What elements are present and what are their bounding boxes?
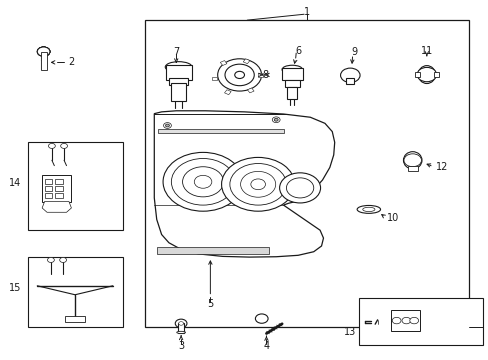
Bar — [168, 78, 188, 85]
Text: 14: 14 — [9, 178, 21, 188]
Text: 11: 11 — [420, 46, 432, 56]
Text: 15: 15 — [9, 283, 21, 293]
Bar — [257, 73, 262, 77]
Text: 12: 12 — [435, 162, 447, 172]
Text: 10: 10 — [386, 213, 398, 223]
Circle shape — [250, 179, 265, 190]
Bar — [414, 72, 419, 77]
Bar — [55, 186, 63, 191]
Bar — [42, 175, 71, 202]
Circle shape — [416, 67, 436, 82]
Circle shape — [274, 118, 278, 121]
Bar — [171, 83, 185, 101]
Circle shape — [391, 318, 400, 324]
Text: 7: 7 — [173, 46, 179, 57]
Bar — [44, 186, 52, 191]
Bar — [243, 59, 249, 64]
Text: 9: 9 — [351, 46, 357, 57]
Circle shape — [37, 47, 50, 56]
Bar — [282, 68, 302, 80]
Circle shape — [37, 47, 50, 56]
Circle shape — [221, 157, 294, 211]
Circle shape — [409, 318, 418, 324]
Bar — [144, 21, 468, 327]
Ellipse shape — [403, 152, 421, 169]
Ellipse shape — [417, 66, 434, 84]
Circle shape — [37, 47, 50, 56]
Circle shape — [279, 173, 320, 203]
Ellipse shape — [165, 62, 192, 72]
Circle shape — [255, 314, 267, 323]
Text: 2: 2 — [68, 57, 74, 67]
Bar — [65, 316, 84, 321]
Text: 13: 13 — [344, 327, 356, 337]
Circle shape — [229, 163, 286, 205]
Bar — [41, 51, 46, 69]
Ellipse shape — [356, 206, 380, 213]
Circle shape — [37, 47, 50, 56]
Bar — [287, 87, 297, 99]
Circle shape — [178, 321, 183, 325]
Bar — [211, 77, 216, 80]
Circle shape — [37, 47, 50, 56]
Circle shape — [340, 68, 359, 82]
Polygon shape — [154, 111, 334, 257]
Circle shape — [163, 152, 243, 211]
Polygon shape — [42, 202, 71, 212]
Bar — [390, 310, 419, 331]
Text: 8: 8 — [262, 70, 267, 80]
Circle shape — [194, 175, 211, 188]
Circle shape — [182, 167, 223, 197]
Circle shape — [272, 117, 280, 123]
Bar — [247, 88, 254, 93]
Circle shape — [165, 124, 169, 127]
Circle shape — [224, 64, 254, 86]
Bar — [27, 257, 122, 327]
Bar — [407, 166, 417, 171]
Bar — [157, 247, 268, 253]
Circle shape — [60, 257, 66, 262]
Bar — [178, 323, 183, 333]
Bar — [358, 298, 483, 345]
Text: 6: 6 — [294, 46, 301, 56]
Circle shape — [240, 171, 275, 197]
Ellipse shape — [176, 331, 185, 333]
Bar — [158, 129, 284, 134]
Bar — [55, 193, 63, 198]
Circle shape — [171, 158, 234, 205]
Circle shape — [175, 319, 186, 328]
Text: 5: 5 — [207, 299, 213, 309]
Bar — [285, 80, 299, 87]
Text: 3: 3 — [178, 341, 184, 351]
Bar — [44, 193, 52, 198]
Circle shape — [286, 178, 313, 198]
Bar — [220, 60, 226, 66]
Bar — [27, 142, 122, 230]
Circle shape — [163, 123, 171, 129]
Circle shape — [61, 143, 67, 148]
Bar — [433, 72, 438, 77]
Bar — [346, 78, 353, 84]
Bar — [165, 65, 191, 80]
Bar — [44, 179, 52, 184]
Circle shape — [403, 154, 421, 167]
Bar — [55, 179, 63, 184]
Circle shape — [234, 71, 244, 78]
Ellipse shape — [282, 65, 302, 74]
Text: 4: 4 — [263, 341, 269, 351]
Circle shape — [48, 143, 55, 148]
Circle shape — [37, 47, 50, 56]
Circle shape — [47, 257, 54, 262]
Circle shape — [401, 318, 410, 324]
Text: 1: 1 — [303, 7, 309, 17]
Circle shape — [37, 47, 50, 56]
Ellipse shape — [362, 207, 374, 212]
Bar — [224, 90, 231, 95]
Circle shape — [217, 59, 261, 91]
